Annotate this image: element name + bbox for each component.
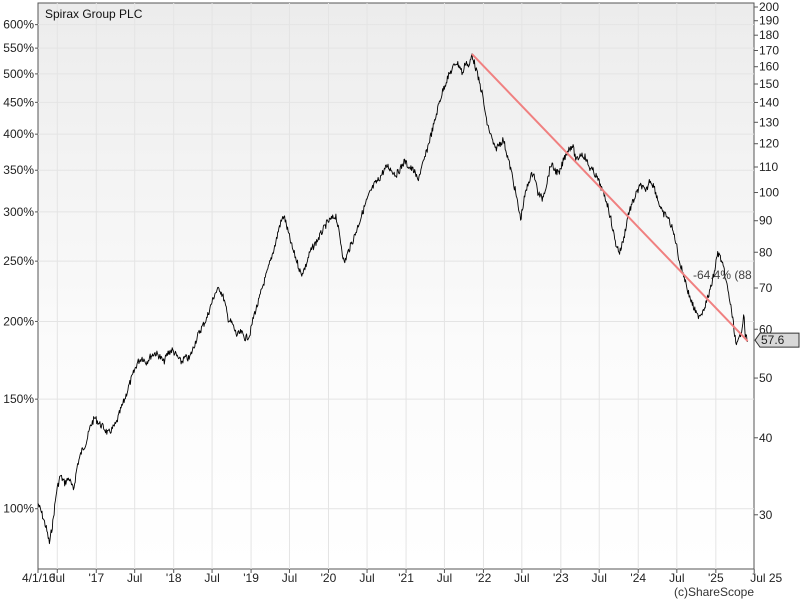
y-right-tick-label: 120 — [759, 137, 779, 151]
y-right-tick-label: 130 — [759, 115, 779, 129]
series-layer — [37, 53, 748, 545]
y-right-tick-label: 180 — [759, 28, 779, 42]
last-value-tag: 57.6 — [754, 332, 800, 348]
y-left-tick-label: 150% — [3, 392, 34, 406]
price-series-line — [37, 53, 748, 545]
last-value-label: 57.6 — [761, 333, 785, 347]
y-left-tick-label: 100% — [3, 502, 34, 516]
x-tick-label: Jul — [669, 571, 684, 585]
y-left-tick-label: 500% — [3, 67, 34, 81]
y-right-tick-label: 160 — [759, 60, 779, 74]
y-right-tick-label: 30 — [759, 508, 773, 522]
y-gridlines — [38, 24, 754, 510]
last-value-tag-shape — [754, 332, 800, 348]
x-tick-label: '18 — [166, 571, 182, 585]
x-tick-label: Jul — [437, 571, 452, 585]
y-left-tick-label: 300% — [3, 205, 34, 219]
x-tick-label: Jul — [50, 571, 65, 585]
x-tick-label: '23 — [553, 571, 569, 585]
x-tick-label: Jul — [127, 571, 142, 585]
y-left-tick-label: 450% — [3, 95, 34, 109]
plot-area — [37, 2, 755, 570]
y-right-tick-label: 140 — [759, 95, 779, 109]
x-tick-label: '24 — [630, 571, 646, 585]
y-right-tick-label: 80 — [759, 245, 773, 259]
y-right-tick-label: 150 — [759, 77, 779, 91]
y-left-tick-label: 250% — [3, 254, 34, 268]
y-right-tick-label: 170 — [759, 43, 779, 57]
y-left-tick-label: 350% — [3, 163, 34, 177]
trend-line — [471, 53, 749, 342]
x-tick-label: Jul — [359, 571, 374, 585]
y-right-tick-label: 200 — [759, 0, 779, 14]
y-left-tick-label: 400% — [3, 127, 34, 141]
x-tick-label: '20 — [321, 571, 337, 585]
x-tick-label: Jul — [514, 571, 529, 585]
y-right-tick-label: 190 — [759, 14, 779, 28]
chart-title: Spirax Group PLC — [45, 7, 143, 21]
y-right-tick-label: 100 — [759, 186, 779, 200]
x-tick-label: '22 — [476, 571, 492, 585]
x-tick-label: Jul 25 — [750, 571, 782, 585]
x-tick-label: Jul — [204, 571, 219, 585]
x-tick-label: '25 — [708, 571, 724, 585]
trend-layer: -64.4% (88 — [471, 53, 752, 342]
y-right-tick-label: 90 — [759, 214, 773, 228]
x-tick-label: Jul — [282, 571, 297, 585]
y-left-tick-label: 550% — [3, 41, 34, 55]
x-tick-label: 4/1/16 — [22, 571, 56, 585]
y-left-axis: 100% 150% 200% 250% 300% 350% 400% 450% 500% 550%… — [3, 18, 38, 516]
y-right-tick-label: 70 — [759, 281, 773, 295]
y-right-axis: 3040506070809010011012013014015016017018… — [754, 0, 779, 522]
y-right-tick-label: 50 — [759, 371, 773, 385]
x-tick-label: '17 — [88, 571, 104, 585]
y-left-tick-label: 600% — [3, 18, 34, 32]
x-tick-label: '19 — [243, 571, 259, 585]
y-right-tick-label: 110 — [759, 160, 778, 174]
x-tick-label: '21 — [398, 571, 414, 585]
y-left-tick-label: 200% — [3, 314, 34, 328]
trend-change-label: -64.4% (88 — [693, 268, 752, 282]
x-tick-label: Jul — [592, 571, 607, 585]
y-right-tick-label: 40 — [759, 431, 773, 445]
copyright-label: (c)ShareScope — [674, 585, 754, 599]
